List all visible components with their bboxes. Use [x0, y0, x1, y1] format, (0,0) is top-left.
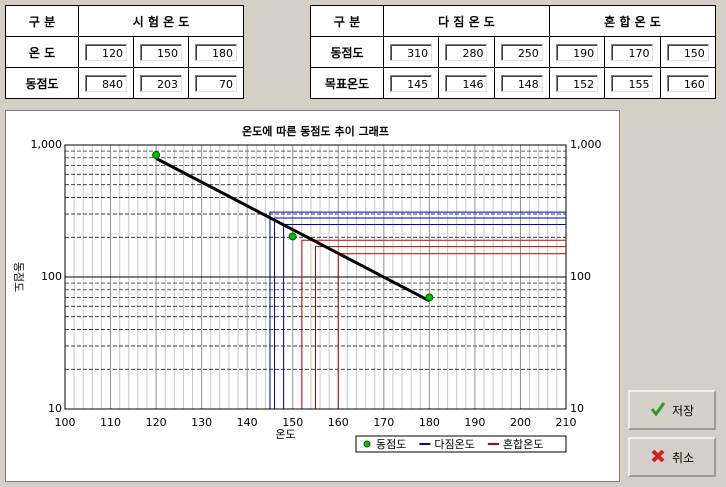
input-box[interactable]: 120 — [85, 43, 127, 61]
row: 동점도 310 280 250 190 170 150 — [310, 36, 717, 68]
input-box[interactable]: 148 — [500, 74, 543, 92]
chart-title: 온도에 따른 동점도 추이 그래프 — [242, 124, 389, 138]
input-box[interactable]: 203 — [140, 74, 182, 92]
input-box[interactable]: 145 — [390, 74, 433, 92]
row: 목표온도 145 146 148 152 155 160 — [310, 67, 717, 99]
row: 온 도 120 150 180 — [5, 36, 244, 68]
y2-tick-label: 100 — [570, 270, 591, 283]
cell: 280 — [438, 36, 495, 68]
chart: 온도에 따른 동점도 추이 그래프 100 110 120 130 140 150 160 17… — [5, 110, 620, 482]
y-tick-label: 100 — [41, 270, 62, 283]
input-box[interactable]: 150 — [666, 43, 709, 61]
input-box[interactable]: 840 — [85, 74, 127, 92]
input-box[interactable]: 250 — [500, 43, 543, 61]
input-box[interactable]: 170 — [611, 43, 654, 61]
x-tick-label: 130 — [191, 416, 212, 429]
cell: 203 — [133, 67, 189, 99]
button-label: 취소 — [671, 450, 695, 465]
trend-line — [155, 157, 431, 303]
cell: 150 — [133, 36, 189, 68]
x-tick-label: 100 — [55, 416, 76, 429]
cell: 70 — [188, 67, 244, 99]
x-tick-label: 190 — [464, 416, 485, 429]
header-cell: 구 분 — [5, 5, 79, 37]
cell: 190 — [548, 36, 606, 68]
x-tick-label: 210 — [556, 416, 577, 429]
cell: 120 — [78, 36, 134, 68]
input-box[interactable]: 280 — [445, 43, 488, 61]
cell: 170 — [604, 36, 661, 68]
x-tick-label: 140 — [237, 416, 258, 429]
input-box[interactable]: 146 — [445, 74, 488, 92]
x-tick-label: 180 — [419, 416, 440, 429]
input-box[interactable]: 150 — [140, 43, 182, 61]
button-label: 저장 — [671, 403, 695, 418]
cell: 310 — [382, 36, 440, 68]
cell: 840 — [78, 67, 134, 99]
button[interactable]: 취소 — [628, 437, 716, 477]
data-point — [152, 150, 161, 159]
cell: 155 — [604, 67, 661, 99]
x-tick-label: 170 — [373, 416, 394, 429]
y-axis-label: 동점도 — [12, 262, 25, 292]
x-axis-label: 온도 — [275, 428, 295, 441]
y2-tick-label: 10 — [570, 402, 584, 415]
input-box[interactable]: 160 — [666, 74, 709, 92]
cell: 180 — [188, 36, 244, 68]
button[interactable]: 저장 — [628, 390, 716, 430]
legend-label: 다짐온도 — [434, 438, 474, 451]
row-label: 동점도 — [5, 67, 79, 99]
legend-label: 동점도 — [376, 438, 406, 451]
header-cell: 시 험 온 도 — [78, 5, 244, 37]
guide-line — [269, 211, 566, 409]
x-tick-label: 150 — [282, 416, 303, 429]
y-tick-label: 10 — [48, 402, 62, 415]
legend-label: 혼합온도 — [503, 438, 543, 451]
x-tick-label: 200 — [510, 416, 531, 429]
row-label: 동점도 — [310, 36, 384, 68]
header-cell: 다 짐 온 도 — [383, 5, 550, 37]
input-box[interactable]: 155 — [611, 74, 654, 92]
cell: 160 — [659, 67, 717, 99]
header-cell: 혼 합 온 도 — [548, 5, 717, 37]
x-tick-label: 160 — [328, 416, 349, 429]
cell: 150 — [659, 36, 717, 68]
row-label: 온 도 — [5, 36, 79, 68]
input-box[interactable]: 180 — [195, 43, 237, 61]
cell: 250 — [493, 36, 550, 68]
guide-line — [315, 246, 566, 409]
guide-line — [274, 217, 566, 409]
data-point — [288, 232, 297, 241]
legend-box — [355, 435, 567, 453]
y-tick-label: 1,000 — [31, 138, 63, 151]
x-tick-label: 110 — [100, 416, 121, 429]
button-icon — [650, 448, 666, 467]
y2-tick-label: 1,000 — [570, 138, 602, 151]
guide-line — [301, 239, 566, 409]
cell: 152 — [548, 67, 606, 99]
button-icon — [650, 401, 666, 420]
row: 동점도 840 203 70 — [5, 67, 244, 99]
x-tick-label: 120 — [146, 416, 167, 429]
input-box[interactable]: 190 — [556, 43, 599, 61]
cell: 145 — [382, 67, 440, 99]
legend-marker — [363, 440, 371, 448]
cell: 146 — [438, 67, 495, 99]
input-box[interactable]: 310 — [390, 43, 433, 61]
input-box[interactable]: 152 — [556, 74, 599, 92]
cell: 148 — [493, 67, 550, 99]
row-label: 목표온도 — [310, 67, 384, 99]
input-box[interactable]: 70 — [195, 74, 237, 92]
data-point — [425, 293, 434, 302]
header-cell: 구 분 — [310, 5, 384, 37]
